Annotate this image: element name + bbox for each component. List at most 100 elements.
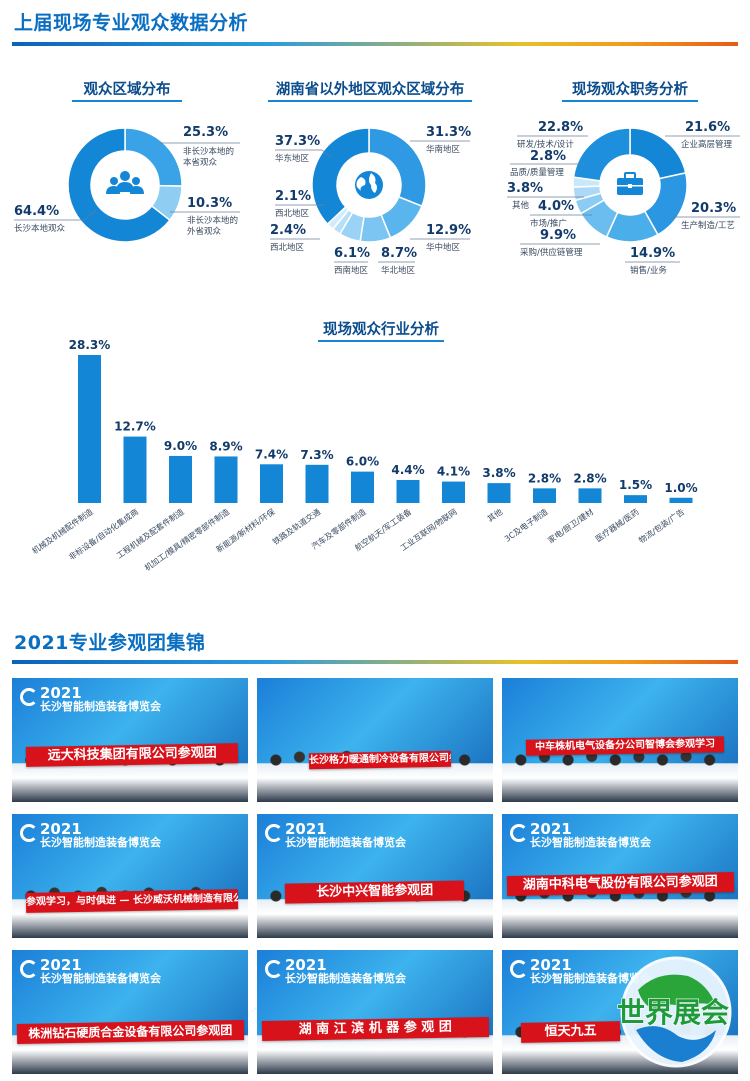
donut2-pct-2: 12.9% bbox=[426, 223, 471, 238]
donut2-label-4: 西南地区 bbox=[334, 265, 369, 276]
donut1-label-1b: 本省观众 bbox=[183, 157, 218, 168]
donut3-pct-4: 4.0% bbox=[538, 199, 574, 214]
donut1-label-1a: 非长沙本地的 bbox=[183, 146, 234, 157]
donut3-label-0: 企业高层管理 bbox=[681, 139, 733, 150]
donut1-pct-2: 10.3% bbox=[187, 196, 232, 211]
donut3-pct-5: 3.8% bbox=[507, 181, 543, 196]
bar-0 bbox=[78, 355, 101, 503]
donut2-pct-1: 31.3% bbox=[426, 125, 471, 140]
bar-category-label-11: 家电/厨卫/建材 bbox=[546, 506, 595, 545]
bar-category-label-3: 机加工/模具/精密零部件制造 bbox=[142, 506, 231, 572]
group-photo: 2021 长沙智能制造装备博览会 湖 南 江 滨 机 器 参 观 团 bbox=[257, 950, 493, 1074]
donut2-pct-6: 2.1% bbox=[275, 189, 311, 204]
donut3-pct-2: 14.9% bbox=[630, 246, 675, 261]
bar-category-label-9: 其他 bbox=[485, 506, 504, 523]
donut3-pct-3: 9.9% bbox=[540, 228, 576, 243]
donut3-pct-7: 22.8% bbox=[538, 120, 583, 135]
donut1-pct-0: 64.4% bbox=[14, 204, 59, 219]
group-banner: 远大科技集团有限公司参观团 bbox=[25, 743, 239, 767]
expo-title: 2021 长沙智能制造装备博览会 bbox=[285, 958, 406, 986]
group-photo: 2021 长沙智能制造装备博览会 株洲钻石硬质合金设备有限公司参观团 bbox=[12, 950, 248, 1074]
donut3-pct-6: 2.8% bbox=[530, 149, 566, 164]
section-title-groups: 2021专业参观团集锦 bbox=[14, 632, 206, 654]
section-divider-2 bbox=[12, 660, 738, 664]
donut3-label-6: 品质/质量管理 bbox=[510, 167, 564, 178]
donut3-label-3: 采购/供应链管理 bbox=[520, 247, 583, 258]
group-banner: 长沙格力暖通制冷设备有限公司参观团 bbox=[308, 751, 451, 770]
group-banner: 中车株机电气设备分公司智博会参观学习 bbox=[525, 735, 724, 756]
expo-title: 2021 长沙智能制造装备博览会 bbox=[530, 822, 651, 850]
donut3-underline bbox=[562, 100, 698, 102]
bar-chart-underline bbox=[318, 340, 444, 342]
donut1-label-2a: 非长沙本地的 bbox=[187, 215, 238, 226]
donut1-labels: 64.4% 长沙本地观众 25.3% 非长沙本地的 本省观众 10.3% 非长沙… bbox=[14, 125, 240, 237]
group-photo: 中车株机电气设备分公司智博会参观学习 bbox=[502, 678, 738, 802]
briefcase-icon bbox=[600, 155, 660, 215]
bar-11 bbox=[578, 488, 602, 503]
bar-value-label-3: 8.9% bbox=[209, 439, 242, 453]
expo-logo-icon bbox=[510, 824, 528, 842]
expo-name: 长沙智能制造装备博览会 bbox=[40, 972, 161, 985]
bar-value-label-1: 12.7% bbox=[114, 420, 156, 434]
donut2-label-0: 华东地区 bbox=[275, 153, 310, 164]
group-banner: 湖南中科电气股份有限公司参观团 bbox=[506, 871, 734, 896]
donut2-label-2: 华中地区 bbox=[426, 242, 461, 253]
donut2-label-6: 西北地区 bbox=[275, 208, 310, 219]
bar-3 bbox=[214, 456, 238, 503]
group-photo: 长沙格力暖通制冷设备有限公司参观团 bbox=[257, 678, 493, 802]
donut2-underline bbox=[268, 100, 472, 102]
expo-year: 2021 bbox=[40, 956, 82, 974]
bar-9 bbox=[487, 483, 511, 503]
donut2-pct-4: 6.1% bbox=[334, 246, 370, 261]
donut3-label-1: 生产制造/工艺 bbox=[681, 220, 735, 231]
expo-year: 2021 bbox=[285, 956, 327, 974]
bar-6 bbox=[351, 471, 374, 503]
expo-title: 2021 长沙智能制造装备博览会 bbox=[285, 822, 406, 850]
bar-category-label-12: 医疗器械/医药 bbox=[593, 506, 640, 543]
bar-value-label-11: 2.8% bbox=[573, 471, 606, 485]
bar-12 bbox=[624, 495, 647, 503]
donut2-chart bbox=[311, 127, 427, 243]
expo-title: 2021 长沙智能制造装备博览会 bbox=[530, 958, 651, 986]
expo-name: 长沙智能制造装备博览会 bbox=[530, 972, 651, 985]
bar-1 bbox=[123, 436, 147, 503]
expo-name: 长沙智能制造装备博览会 bbox=[40, 836, 161, 849]
bar-7 bbox=[396, 479, 420, 503]
expo-logo-icon bbox=[20, 824, 38, 842]
world-expo-watermark-logo: 世界展会 bbox=[616, 956, 732, 1068]
donut3-label-7: 研发/技术/设计 bbox=[517, 139, 574, 150]
donut-charts: 64.4% 长沙本地观众 25.3% 非长沙本地的 本省观众 10.3% 非长沙… bbox=[14, 120, 740, 276]
donut3-label-5: 其他 bbox=[512, 200, 530, 211]
expo-name: 长沙智能制造装备博览会 bbox=[285, 836, 406, 849]
bar-value-label-9: 3.8% bbox=[482, 466, 515, 480]
expo-logo-icon bbox=[20, 960, 38, 978]
bar-chart-title: 现场观众行业分析 bbox=[323, 322, 439, 338]
bar-value-label-5: 7.3% bbox=[300, 448, 333, 462]
donut3-title: 现场观众职务分析 bbox=[572, 82, 688, 98]
donut2-pct-5: 2.4% bbox=[270, 223, 306, 238]
expo-title: 2021 长沙智能制造装备博览会 bbox=[40, 686, 161, 714]
group-photo: 2021 长沙智能制造装备博览会 长沙中兴智能参观团 bbox=[257, 814, 493, 938]
expo-year: 2021 bbox=[530, 956, 572, 974]
bar-category-label-10: 3C及电子制造 bbox=[502, 506, 549, 543]
bar-value-label-13: 1.0% bbox=[664, 481, 697, 495]
donut3-chart bbox=[572, 127, 688, 243]
donut1-label-2b: 外省观众 bbox=[187, 226, 222, 237]
group-photo: 2021 长沙智能制造装备博览会 参观学习，与时俱进 — 长沙威沃机械制造有限公司 bbox=[12, 814, 248, 938]
bar-5 bbox=[305, 464, 329, 503]
donut2-title: 湖南省以外地区观众区域分布 bbox=[275, 82, 465, 98]
globe-icon bbox=[337, 153, 401, 217]
watermark-text: 世界展会 bbox=[617, 996, 729, 1029]
expo-year: 2021 bbox=[40, 684, 82, 702]
bar-value-label-4: 7.4% bbox=[255, 447, 288, 461]
expo-year: 2021 bbox=[40, 820, 82, 838]
expo-name: 长沙智能制造装备博览会 bbox=[285, 972, 406, 985]
donut3-label-2: 销售/业务 bbox=[630, 265, 667, 276]
industry-bar-chart: 28.3%机械及机械配件制造12.7%非标设备/自动化集成商9.0%工程机械及配… bbox=[30, 338, 698, 573]
bar-8 bbox=[442, 481, 465, 503]
bar-2 bbox=[169, 455, 192, 503]
donut3-pct-1: 20.3% bbox=[691, 201, 736, 216]
section-title-audience: 上届现场专业观众数据分析 bbox=[14, 12, 249, 34]
donut2-pct-3: 8.7% bbox=[381, 246, 417, 261]
donut1-underline bbox=[72, 100, 182, 102]
